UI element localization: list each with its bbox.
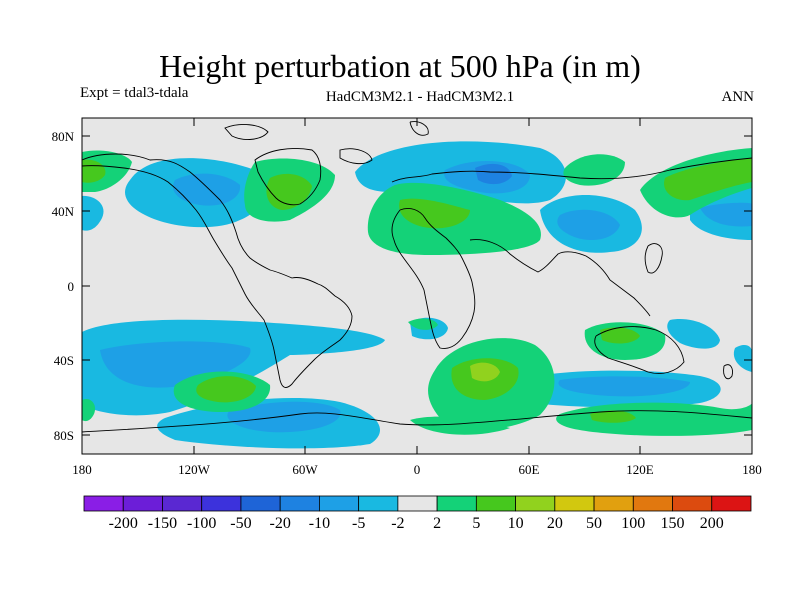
colorbar-label: 100: [621, 515, 645, 532]
colorbar-label: -150: [148, 515, 177, 532]
colorbar-swatch: [162, 495, 203, 512]
colorbar-label: -20: [270, 515, 291, 532]
negative-dark-regions: [475, 163, 512, 185]
lat-label: 80S: [54, 428, 74, 443]
colorbar-swatch: [554, 495, 595, 512]
lon-label: 120E: [626, 462, 654, 477]
lon-label: 60W: [292, 462, 318, 477]
lat-label: 40S: [54, 353, 74, 368]
colorbar-label: 10: [508, 515, 524, 532]
colorbar-swatch: [319, 495, 360, 512]
longitude-labels: 180 120W 60W 0 60E 120E 180: [72, 462, 762, 477]
lat-label: 40N: [52, 204, 75, 219]
colorbar-swatch: [672, 495, 713, 512]
latitude-labels: 80N 40N 0 40S 80S: [52, 129, 75, 443]
colorbar-label: 2: [433, 515, 441, 532]
colorbar-swatch: [632, 495, 673, 512]
positive-mid-regions: [82, 158, 752, 423]
colorbar-swatch: [593, 495, 634, 512]
colorbar-label: -2: [391, 515, 404, 532]
lon-label: 180: [742, 462, 762, 477]
season-label: ANN: [721, 89, 755, 105]
colorbar-swatch: [83, 495, 124, 512]
contour-fields: [82, 141, 752, 449]
colorbar-swatch: [122, 495, 163, 512]
colorbar-swatch: [397, 495, 438, 512]
colorbar-swatch: [279, 495, 320, 512]
model-label: HadCM3M2.1 - HadCM3M2.1: [325, 89, 515, 105]
colorbar-swatch: [475, 495, 516, 512]
colorbar-label: -100: [187, 515, 216, 532]
colorbar-label: 5: [472, 515, 480, 532]
lon-label: 60E: [519, 462, 540, 477]
colorbar-label: 200: [700, 515, 724, 532]
colorbar-swatch: [201, 495, 242, 512]
lon-label: 0: [414, 462, 421, 477]
colorbar-label: 50: [586, 515, 602, 532]
lon-label: 180: [72, 462, 92, 477]
colorbar: -200 -150 -100 -50 -20 -10 -5 -2 2 5 10 20 50 100 150 2…: [83, 495, 752, 532]
colorbar-label: -5: [352, 515, 365, 532]
lat-label: 80N: [52, 129, 75, 144]
page-title: Height perturbation at 500 hPa (in m): [159, 48, 641, 84]
colorbar-swatch: [711, 495, 752, 512]
lon-label: 120W: [178, 462, 211, 477]
colorbar-label: 150: [661, 515, 685, 532]
positive-strong-regions: [470, 362, 500, 382]
colorbar-swatch: [515, 495, 556, 512]
colorbar-swatch: [358, 495, 399, 512]
colorbar-label: -10: [309, 515, 330, 532]
colorbar-label: 20: [547, 515, 563, 532]
experiment-label: Expt = tdal3-tdala: [80, 85, 189, 101]
colorbar-label: -50: [230, 515, 251, 532]
colorbar-swatch: [240, 495, 281, 512]
map-axes: [82, 118, 752, 454]
lat-label: 0: [68, 279, 75, 294]
colorbar-label: -200: [109, 515, 138, 532]
colorbar-swatch: [436, 495, 477, 512]
coastlines: [82, 121, 752, 433]
